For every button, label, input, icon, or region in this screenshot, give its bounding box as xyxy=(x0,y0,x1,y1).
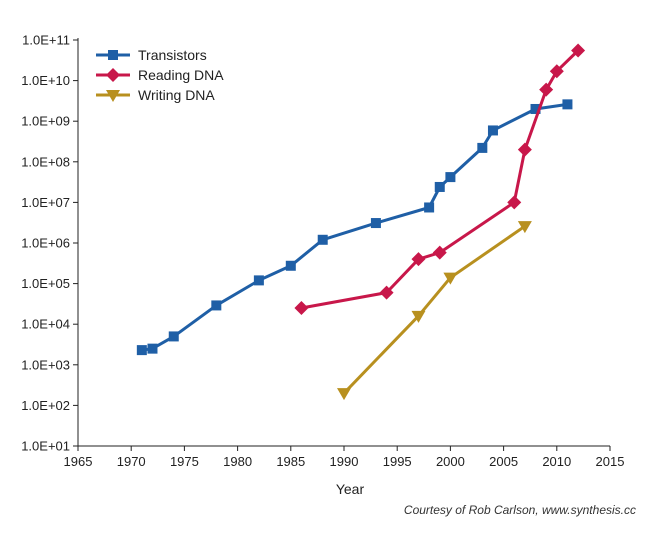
y-tick-label: 1.0E+03 xyxy=(21,357,70,372)
data-point-reading-dna xyxy=(411,252,426,267)
x-tick-label: 1980 xyxy=(223,454,252,469)
x-tick-label: 2000 xyxy=(436,454,465,469)
legend-label: Writing DNA xyxy=(138,87,215,103)
y-tick-label: 1.0E+09 xyxy=(21,114,70,129)
x-axis-ticks: 1965 1970 1975 1980 1985 1990 1995 2000 2005 2010… xyxy=(64,446,625,469)
x-tick-label: 1970 xyxy=(117,454,146,469)
data-point-transistors xyxy=(147,343,158,354)
legend-marker xyxy=(106,90,120,102)
data-point-reading-dna xyxy=(432,245,447,260)
data-point-reading-dna xyxy=(517,142,532,157)
legend-label: Transistors xyxy=(138,47,207,63)
legend-item-transistors: Transistors xyxy=(96,47,207,63)
x-tick-label: 1975 xyxy=(170,454,199,469)
series-line-reading-dna xyxy=(301,49,580,310)
data-point-transistors xyxy=(370,218,381,229)
data-point-reading-dna xyxy=(507,195,522,210)
data-point-writing-dna xyxy=(443,272,458,285)
legend-label: Reading DNA xyxy=(138,67,224,83)
data-point-transistors xyxy=(445,172,456,183)
data-point-reading-dna xyxy=(549,64,564,79)
data-point-transistors xyxy=(424,202,435,213)
legend-marker xyxy=(106,68,120,82)
data-point-transistors xyxy=(530,103,541,114)
x-tick-label: 1990 xyxy=(330,454,359,469)
x-tick-label: 1995 xyxy=(383,454,412,469)
data-point-writing-dna xyxy=(337,388,351,401)
data-point-transistors xyxy=(168,331,179,342)
data-point-writing-dna xyxy=(411,310,426,323)
data-point-reading-dna xyxy=(294,301,309,316)
data-point-transistors xyxy=(562,99,573,110)
series-transistors xyxy=(136,99,573,356)
series-line-transistors xyxy=(141,102,568,352)
x-tick-label: 1985 xyxy=(276,454,305,469)
series-layer xyxy=(136,43,586,401)
legend: Transistors Reading DNA Writing DNA xyxy=(96,47,224,103)
y-tick-label: 1.0E+05 xyxy=(21,276,70,291)
data-point-reading-dna xyxy=(539,82,554,97)
y-tick-label: 1.0E+02 xyxy=(21,398,70,413)
data-point-writing-dna xyxy=(517,221,532,234)
y-tick-label: 1.0E+04 xyxy=(21,317,70,332)
y-tick-label: 1.0E+01 xyxy=(21,439,70,454)
data-point-reading-dna xyxy=(379,285,394,300)
data-point-transistors xyxy=(317,234,328,245)
x-tick-label: 2010 xyxy=(542,454,571,469)
data-point-transistors xyxy=(136,345,147,356)
series-reading-dna xyxy=(294,43,586,316)
x-tick-label: 2005 xyxy=(489,454,518,469)
data-point-transistors xyxy=(211,300,222,311)
data-point-transistors xyxy=(253,275,264,286)
y-tick-label: 1.0E+11 xyxy=(22,33,70,48)
x-axis-title: Year xyxy=(336,481,365,497)
y-axis-ticks: 1.0E+01 1.0E+02 1.0E+03 1.0E+04 1.0E+05 1.0E+… xyxy=(21,33,78,454)
legend-marker xyxy=(108,50,118,60)
y-tick-label: 1.0E+07 xyxy=(21,195,70,210)
credit-text: Courtesy of Rob Carlson, www.synthesis.c… xyxy=(403,503,636,517)
series-writing-dna xyxy=(337,221,532,401)
y-tick-label: 1.0E+10 xyxy=(21,73,70,88)
data-point-reading-dna xyxy=(571,43,586,58)
data-point-transistors xyxy=(434,181,445,192)
x-tick-label: 1965 xyxy=(64,454,93,469)
x-tick-label: 2015 xyxy=(596,454,625,469)
data-point-transistors xyxy=(285,260,296,271)
legend-item-writing-dna: Writing DNA xyxy=(96,87,215,103)
series-line-writing-dna xyxy=(342,224,526,395)
data-point-transistors xyxy=(477,142,488,153)
legend-item-reading-dna: Reading DNA xyxy=(96,67,224,83)
data-point-transistors xyxy=(487,125,498,136)
y-tick-label: 1.0E+06 xyxy=(21,236,70,251)
y-tick-label: 1.0E+08 xyxy=(21,154,70,169)
